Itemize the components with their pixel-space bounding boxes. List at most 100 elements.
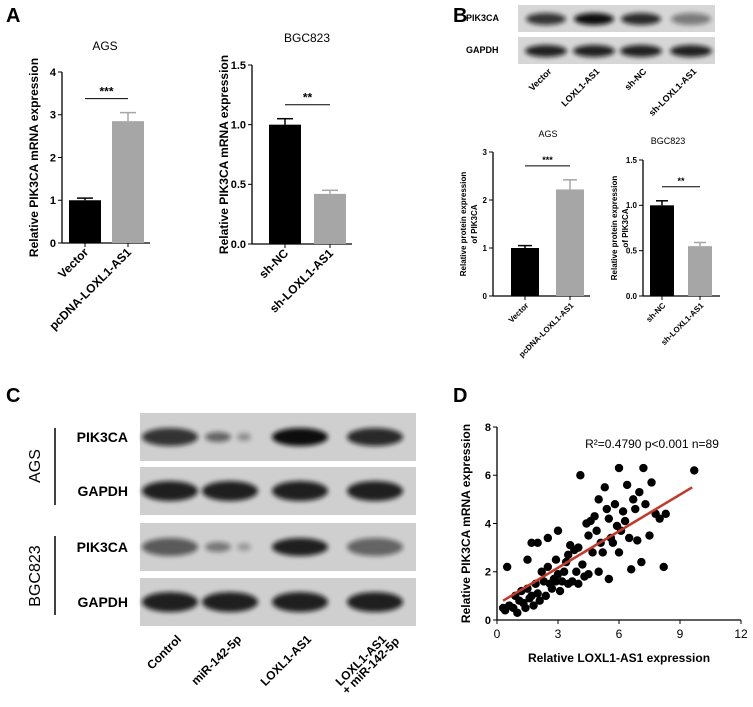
y-tick-label: 0.5: [231, 179, 246, 191]
point: [639, 463, 648, 473]
lane-label: miR-142-5p: [188, 632, 244, 688]
x-tick-label: 0: [494, 627, 501, 641]
point: [551, 555, 561, 564]
lane-label: LOXL1-AS1: [258, 632, 315, 689]
y-tick-label: 0.0: [626, 292, 638, 301]
y-axis-label: of PIK3CA: [470, 204, 479, 243]
x-tick-label: sh-NC: [256, 246, 291, 281]
point: [604, 574, 614, 584]
point: [655, 514, 664, 523]
y-tick-label: 0: [50, 238, 56, 250]
bar: [511, 248, 539, 296]
group-label: AGS: [27, 449, 44, 483]
y-tick-label: 1.0: [626, 201, 638, 210]
point: [594, 567, 603, 576]
fit-line: [502, 486, 693, 602]
point: [622, 480, 632, 490]
point: [513, 608, 522, 617]
point: [543, 562, 553, 572]
x-tick-label: Vector: [507, 301, 531, 325]
blot-band: [620, 45, 662, 57]
point: [637, 557, 646, 567]
point: [533, 538, 542, 547]
point: [576, 471, 585, 480]
blot-band: [142, 481, 198, 501]
y-axis-label: of PIK3CA: [621, 208, 630, 247]
y-tick-label: 4: [50, 67, 57, 79]
point: [690, 466, 699, 475]
point: [624, 533, 634, 543]
blot-band: [272, 428, 328, 446]
significance: ***: [99, 85, 113, 99]
point: [600, 483, 609, 492]
blot-band: [272, 538, 328, 556]
x-tick-label: 12: [734, 627, 748, 641]
y-axis-label: Relative protein expression: [610, 176, 619, 281]
blot-band: [142, 592, 198, 612]
blot-band: [347, 481, 403, 501]
lane-label: Control: [144, 632, 184, 672]
blot-row-label: GAPDH: [77, 594, 128, 610]
x-tick-label: sh-NC: [644, 301, 667, 324]
point: [661, 509, 670, 519]
point: [620, 516, 630, 526]
point: [574, 579, 583, 589]
point: [529, 601, 538, 610]
y-tick-label: 3: [50, 110, 56, 122]
blot-band: [142, 428, 198, 446]
chart-title: AGS: [538, 129, 557, 139]
x-tick-label: Vector: [55, 245, 91, 281]
point: [659, 562, 668, 572]
point: [584, 569, 593, 579]
blot-band: [142, 538, 198, 556]
point: [641, 500, 650, 509]
lane-label: sh-NC: [623, 66, 649, 92]
bar: [650, 205, 674, 296]
x-tick-label: 3: [555, 627, 562, 641]
y-tick-label: 4: [485, 518, 492, 530]
point: [555, 586, 565, 596]
blot-band: [347, 428, 403, 446]
point: [598, 548, 607, 557]
bar: [688, 246, 712, 296]
point: [608, 538, 618, 547]
y-tick-label: 0: [485, 615, 491, 627]
blot-band: [574, 13, 614, 25]
point: [553, 526, 563, 535]
y-tick-label: 8: [485, 422, 491, 434]
blot-row-label: GAPDH: [77, 483, 128, 499]
blot-band: [205, 432, 231, 442]
point: [584, 531, 593, 540]
group-label: BGC823: [27, 545, 44, 606]
x-tick-label: 6: [616, 627, 623, 641]
point: [588, 548, 597, 557]
blot-band: [347, 538, 403, 556]
y-tick-label: 1.5: [626, 156, 638, 165]
chart-title: BGC823: [284, 31, 330, 45]
y-axis-label: Relative PIK3CA mRNA expression: [217, 55, 231, 254]
blot-band: [237, 433, 251, 441]
blot-band: [671, 13, 711, 25]
bar: [269, 124, 301, 244]
y-tick-label: 1.5: [231, 60, 246, 72]
point: [547, 584, 557, 593]
blot-band: [202, 592, 258, 612]
point: [574, 543, 583, 552]
x-tick-label: 9: [677, 627, 684, 641]
y-tick-label: 3: [483, 148, 488, 157]
blot-band: [621, 13, 661, 25]
bar: [112, 121, 144, 243]
blot-row-label: PIK3CA: [77, 429, 128, 445]
point: [523, 555, 532, 564]
blot-band: [525, 45, 567, 57]
point: [635, 487, 644, 497]
point: [604, 514, 614, 523]
y-tick-label: 2: [485, 567, 491, 579]
blot-band: [272, 481, 328, 501]
significance: ***: [542, 155, 553, 165]
bar: [69, 200, 101, 243]
point: [618, 507, 628, 516]
panel-label: C: [6, 385, 20, 407]
y-tick-label: 0: [483, 292, 488, 301]
x-axis-label: Relative LOXL1-AS1 expression: [528, 651, 710, 665]
